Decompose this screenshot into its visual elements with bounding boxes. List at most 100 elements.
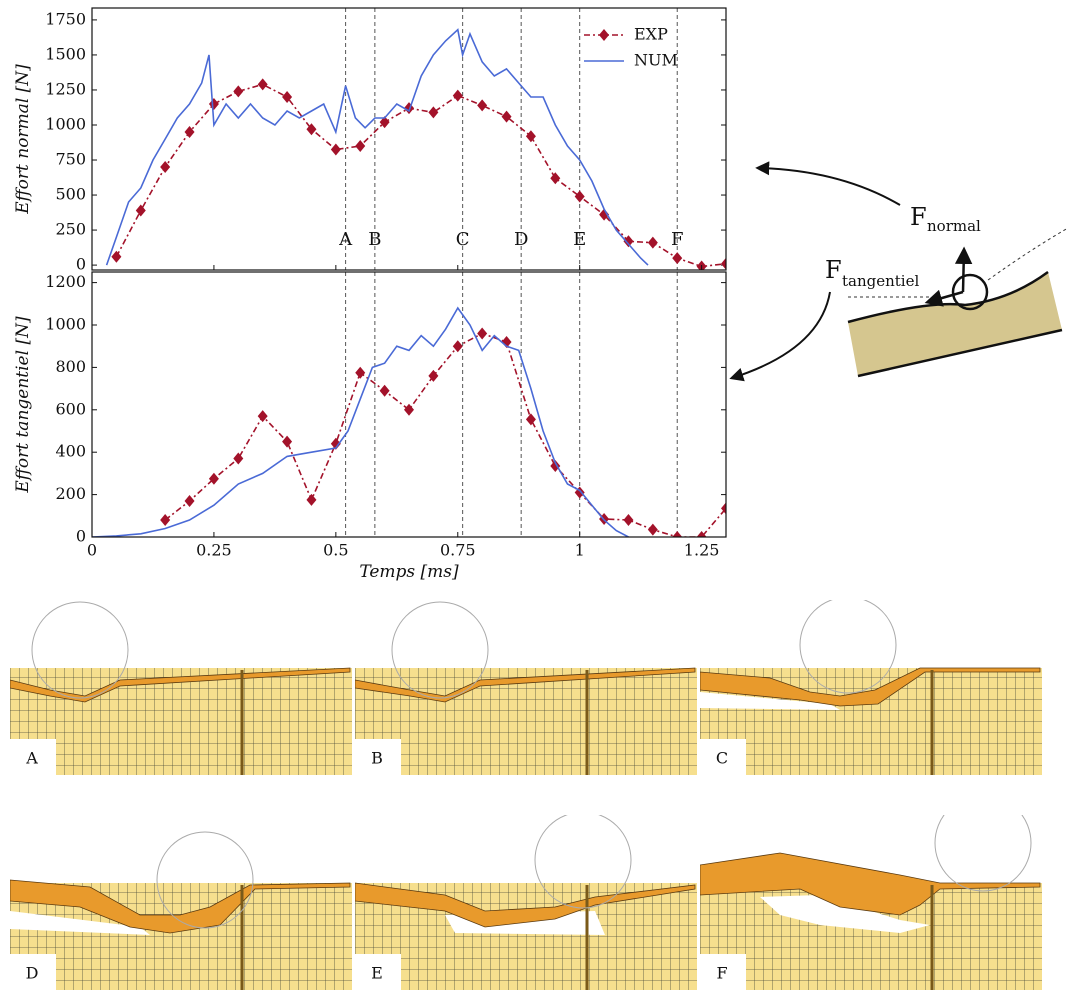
data-point (428, 369, 439, 382)
series-line (92, 306, 629, 537)
data-point (135, 204, 146, 217)
x-tick-label: 1 (575, 541, 585, 560)
data-point (257, 410, 268, 423)
y-tick-label: 1200 (45, 272, 86, 291)
label-box (355, 954, 401, 990)
data-point (208, 472, 219, 485)
data-point (404, 403, 414, 416)
data-point (721, 502, 726, 515)
tool (799, 600, 897, 694)
y-axis-label: Effort normal [N] (13, 64, 33, 215)
data-point (330, 437, 341, 450)
data-point (282, 435, 293, 448)
panel-label: D (26, 964, 39, 983)
x-tick-label: 0.5 (323, 541, 348, 560)
data-point (355, 140, 366, 153)
trajectory (987, 227, 1069, 281)
panel-content (355, 600, 697, 775)
force-symbol: F (910, 203, 927, 231)
data-point (550, 172, 561, 185)
panel-content (10, 600, 352, 775)
marker-label: A (338, 229, 353, 250)
data-point (477, 99, 488, 112)
y-tick-label: 750 (55, 150, 86, 169)
marker-label: D (514, 229, 528, 250)
marker-label: C (456, 229, 470, 250)
tool (156, 831, 254, 929)
rotation-arrow (729, 291, 831, 382)
y-tick-label: 1250 (45, 79, 86, 98)
y-tick-label: 0 (76, 527, 86, 546)
crack (760, 895, 930, 933)
block-edge (847, 270, 1049, 324)
data-point (452, 340, 463, 353)
cut-region (700, 600, 1042, 668)
y-tick-label: 1000 (45, 315, 86, 334)
panel-label: A (25, 749, 38, 768)
chip (10, 879, 351, 934)
label-box (10, 739, 56, 775)
data-point (525, 413, 536, 426)
force-symbol: F (825, 256, 842, 284)
data-point (477, 327, 488, 340)
panel-label: E (371, 964, 383, 983)
y-tick-label: 1000 (45, 114, 86, 133)
data-point (647, 523, 658, 536)
simulation-panel: F (700, 815, 1042, 990)
data-point (160, 514, 171, 527)
x-tick-label: 0.75 (440, 541, 476, 560)
data-point (623, 235, 634, 248)
data-point (330, 143, 341, 156)
y-tick-label: 250 (55, 220, 86, 239)
simulation-panel: D (10, 815, 352, 990)
x-tick-label: 0 (87, 541, 97, 560)
series-line (105, 28, 649, 266)
series-line (164, 332, 726, 537)
data-point (599, 208, 610, 221)
data-point (233, 452, 244, 465)
simulation-panel: E (355, 815, 697, 990)
plot-frame (91, 271, 727, 538)
simulation-panel: A (10, 600, 352, 775)
cut-region (355, 815, 697, 883)
simulation-panel: C (700, 600, 1042, 775)
label-box (355, 739, 401, 775)
data-point (160, 161, 171, 174)
tangential-arrow (924, 289, 964, 307)
chip (355, 667, 696, 703)
data-point (282, 90, 293, 103)
panel-label: F (716, 964, 727, 983)
legend-label: EXP (634, 25, 668, 44)
marker-label: E (573, 229, 586, 250)
x-tick-label: 0.25 (196, 541, 232, 560)
panel-label: C (716, 749, 728, 768)
series-line (115, 83, 726, 268)
data-point (257, 78, 268, 91)
data-point (355, 366, 366, 379)
marker-label: B (368, 229, 381, 250)
cut-region (10, 600, 352, 668)
data-point (428, 106, 439, 119)
plot-frame (91, 7, 727, 271)
mesh (355, 668, 697, 775)
panel-content (700, 815, 1042, 990)
data-point (623, 514, 634, 527)
force-subscript: tangentiel (842, 272, 919, 290)
data-point (647, 236, 658, 249)
data-point (208, 97, 219, 110)
data-point (721, 257, 726, 270)
y-tick-label: 500 (55, 185, 86, 204)
panel-content (700, 600, 1042, 775)
y-tick-label: 1500 (45, 44, 86, 63)
y-tick-label: 1750 (45, 9, 86, 28)
data-point (574, 190, 585, 203)
crack (700, 692, 840, 710)
cut-region (355, 600, 697, 668)
data-point (306, 123, 317, 136)
data-point (550, 459, 561, 472)
data-point (184, 125, 195, 138)
cut-region (10, 815, 352, 883)
block-edge (857, 328, 1063, 378)
chip (700, 852, 1041, 916)
